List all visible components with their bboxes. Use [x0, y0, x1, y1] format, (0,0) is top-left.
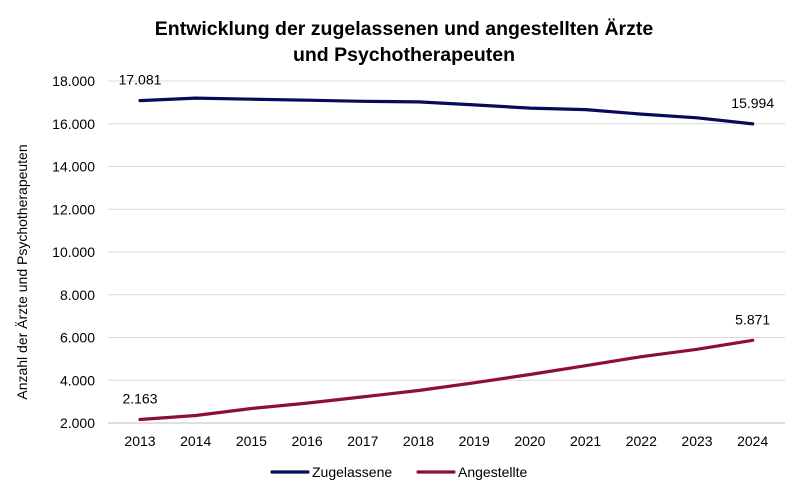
legend: Zugelassene Angestellte	[272, 464, 527, 480]
y-tick-label: 12.000	[52, 201, 95, 217]
y-tick-label: 2.000	[60, 415, 95, 431]
x-tick-label: 2017	[347, 433, 378, 449]
x-tick-label: 2013	[124, 433, 155, 449]
x-tick-label: 2024	[737, 433, 768, 449]
data-label: 2.163	[122, 391, 157, 407]
legend-label: Angestellte	[458, 464, 527, 480]
y-tick-label: 10.000	[52, 244, 95, 260]
y-axis-label: Anzahl der Ärzte und Psychotherapeuten	[14, 144, 30, 399]
legend-label: Zugelassene	[312, 464, 392, 480]
y-tick-label: 14.000	[52, 159, 95, 175]
x-tick-label: 2021	[570, 433, 601, 449]
gridlines	[108, 81, 785, 423]
y-tick-label: 8.000	[60, 287, 95, 303]
x-tick-label: 2023	[681, 433, 712, 449]
y-tick-label: 18.000	[52, 73, 95, 89]
chart-title-line-2: und Psychotherapeuten	[293, 44, 515, 66]
data-label: 5.871	[735, 311, 770, 327]
y-tick-label: 4.000	[60, 372, 95, 388]
x-tick-label: 2022	[626, 433, 657, 449]
chart-title-line-1: Entwicklung der zugelassenen und angeste…	[155, 17, 654, 40]
x-tick-label: 2019	[459, 433, 490, 449]
y-tick-label: 6.000	[60, 330, 95, 346]
data-label: 15.994	[731, 95, 774, 111]
data-label: 17.081	[119, 72, 162, 88]
x-tick-label: 2016	[292, 433, 323, 449]
series-line-zugelassene	[140, 98, 753, 124]
x-tick-label: 2018	[403, 433, 434, 449]
x-tick-label: 2014	[180, 433, 211, 449]
x-tick-label: 2020	[514, 433, 545, 449]
data-labels: 17.081 15.994 2.163 5.871	[119, 72, 775, 407]
y-tick-label: 16.000	[52, 116, 95, 132]
x-tick-label: 2015	[236, 433, 267, 449]
axes: 2.000 4.000 6.000 8.000 10.000 12.000 14.000 16…	[52, 73, 785, 449]
series-lines	[140, 98, 753, 419]
